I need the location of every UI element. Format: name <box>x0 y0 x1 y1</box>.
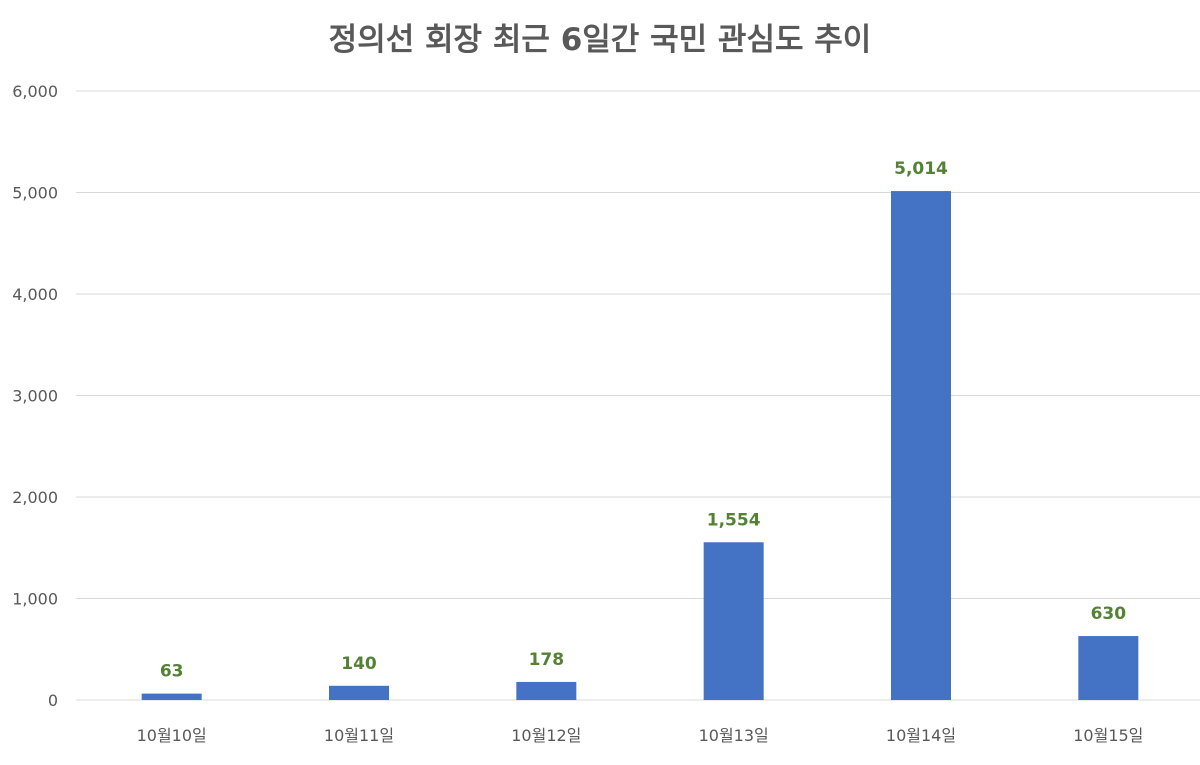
y-tick-label: 5,000 <box>12 184 58 203</box>
bar <box>329 685 389 700</box>
y-tick-label: 4,000 <box>12 285 58 304</box>
y-tick-label: 2,000 <box>12 488 58 507</box>
y-tick-label: 6,000 <box>12 82 58 101</box>
data-label: 178 <box>529 650 565 670</box>
data-label: 1,554 <box>707 510 761 530</box>
chart-title: 정의선 회장 최근 6일간 국민 관심도 추이 <box>328 22 872 58</box>
bar <box>703 542 764 700</box>
bar <box>141 693 202 700</box>
x-tick-label: 10월15일 <box>1073 726 1143 745</box>
bar <box>1078 636 1139 700</box>
data-label: 630 <box>1091 604 1127 624</box>
data-label: 5,014 <box>894 159 948 179</box>
y-tick-label: 0 <box>48 691 58 710</box>
data-label: 63 <box>160 662 184 682</box>
y-tick-label: 1,000 <box>12 590 58 609</box>
x-tick-label: 10월11일 <box>324 726 394 745</box>
x-tick-label: 10월14일 <box>886 726 956 745</box>
y-tick-label: 3,000 <box>12 387 58 406</box>
x-tick-label: 10월13일 <box>699 726 769 745</box>
bar <box>891 191 951 701</box>
x-tick-label: 10월10일 <box>137 726 207 745</box>
x-tick-label: 10월12일 <box>511 726 581 745</box>
data-label: 140 <box>341 654 377 674</box>
bar <box>516 681 577 700</box>
